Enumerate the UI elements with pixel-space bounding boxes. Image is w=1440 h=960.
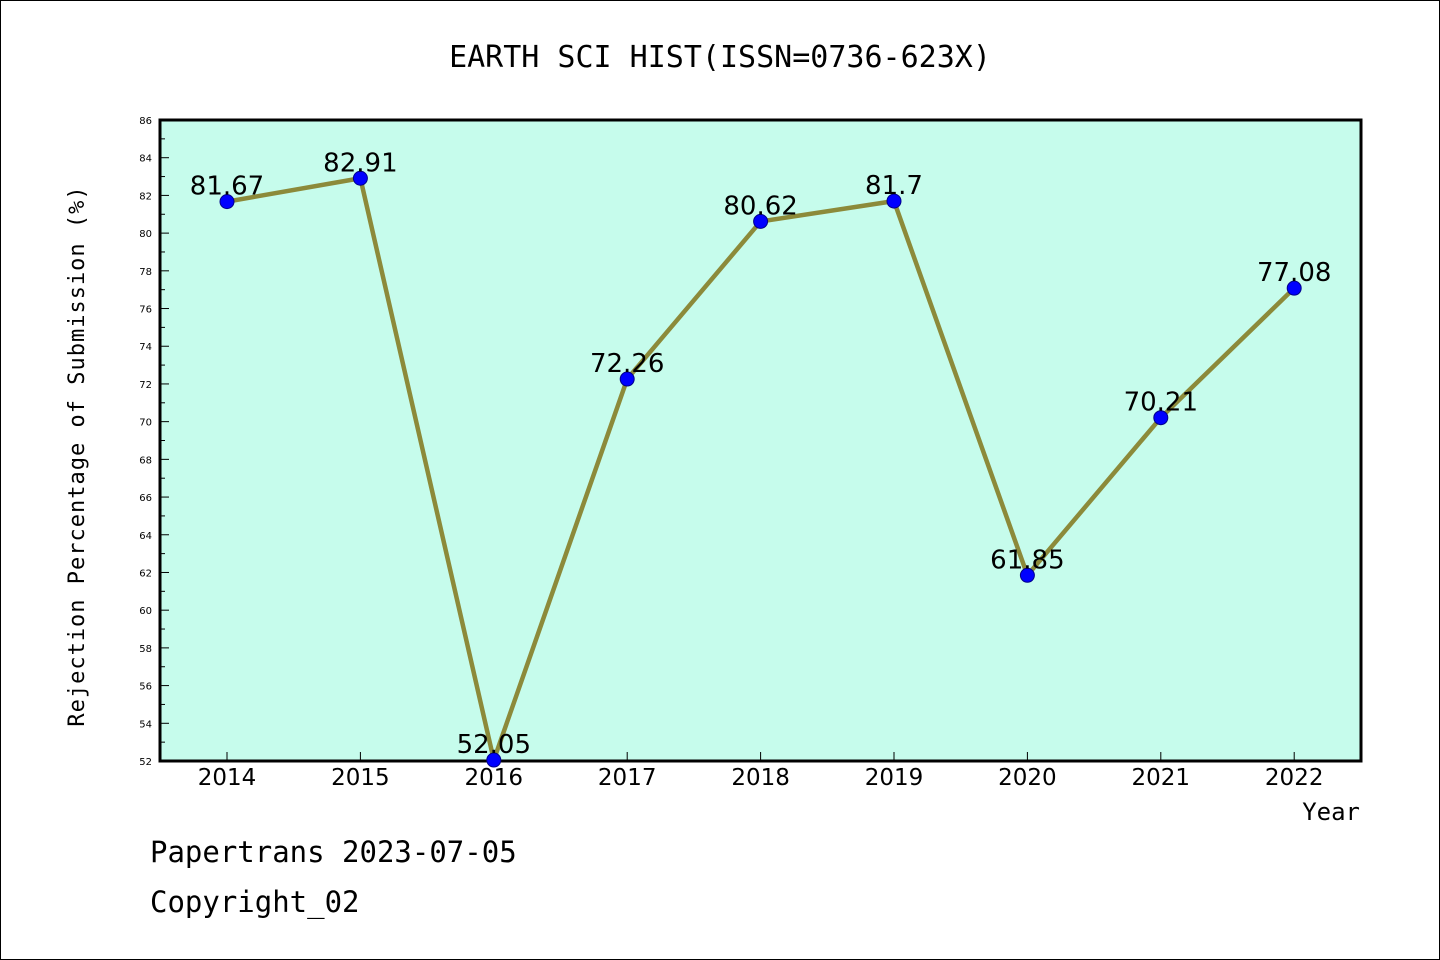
y-tick-label: 56: [139, 682, 152, 693]
data-label: 80.62: [723, 191, 797, 221]
x-tick-label: 2022: [1265, 765, 1324, 791]
data-labels: 81.67 82.91 52.05 72.26 80.62 81.7 61.85 70.21 7…: [190, 148, 1332, 760]
y-tick-label: 80: [139, 229, 152, 240]
x-tick-label: 2015: [331, 765, 390, 791]
x-tick-label: 2017: [598, 765, 657, 791]
y-tick-label: 64: [139, 531, 152, 542]
data-point: [886, 193, 902, 209]
y-tick-label: 70: [139, 418, 152, 429]
data-label: 82.91: [323, 148, 397, 178]
y-tick-label: 60: [139, 606, 152, 617]
x-tick-label: 2020: [998, 765, 1057, 791]
data-label: 70.21: [1124, 388, 1198, 418]
x-tick-label: 2016: [465, 765, 524, 791]
data-point: [352, 170, 368, 186]
data-point: [619, 371, 635, 387]
y-axis-label: Rejection Percentage of Submission (%): [65, 185, 90, 726]
data-point: [1019, 567, 1035, 583]
footer-copyright: Copyright_02: [150, 885, 360, 919]
y-tick-label: 82: [139, 191, 152, 202]
y-tick-label: 76: [139, 305, 152, 316]
data-label: 77.08: [1257, 258, 1331, 288]
chart-title: EARTH SCI HIST(ISSN=0736-623X): [449, 40, 991, 75]
x-axis-label: Year: [1302, 798, 1360, 826]
y-tick-label: 58: [139, 644, 152, 655]
data-point: [753, 213, 769, 229]
y-tick-label: 62: [139, 568, 152, 579]
series-markers: [219, 170, 1302, 768]
data-point: [486, 752, 502, 768]
data-label: 81.7: [865, 171, 923, 201]
y-axis: 52 54 56 58 60 62 64 66 68 70 72 74 76 78 80 82 84 86: [139, 116, 169, 768]
x-axis: 2014 2015 2016 2017 2018 2019 2020 2021 2022: [198, 752, 1324, 791]
data-point: [1286, 280, 1302, 296]
y-tick-label: 52: [139, 757, 152, 768]
data-label: 81.67: [190, 172, 264, 202]
footer-source: Papertrans 2023-07-05: [150, 835, 517, 869]
data-point: [1153, 410, 1169, 426]
y-tick-label: 84: [139, 154, 152, 165]
y-tick-label: 74: [139, 342, 152, 353]
data-label: 61.85: [990, 545, 1064, 575]
x-tick-label: 2014: [198, 765, 257, 791]
y-tick-label: 54: [139, 719, 152, 730]
x-tick-label: 2019: [865, 765, 924, 791]
y-tick-label: 86: [139, 116, 152, 127]
x-tick-label: 2021: [1132, 765, 1191, 791]
y-tick-label: 66: [139, 493, 152, 504]
data-point: [219, 194, 235, 210]
x-tick-label: 2018: [731, 765, 790, 791]
y-tick-label: 68: [139, 455, 152, 466]
y-tick-label: 78: [139, 267, 152, 278]
data-label: 52.05: [457, 730, 531, 760]
y-tick-label: 72: [139, 380, 152, 391]
data-label: 72.26: [590, 349, 664, 379]
